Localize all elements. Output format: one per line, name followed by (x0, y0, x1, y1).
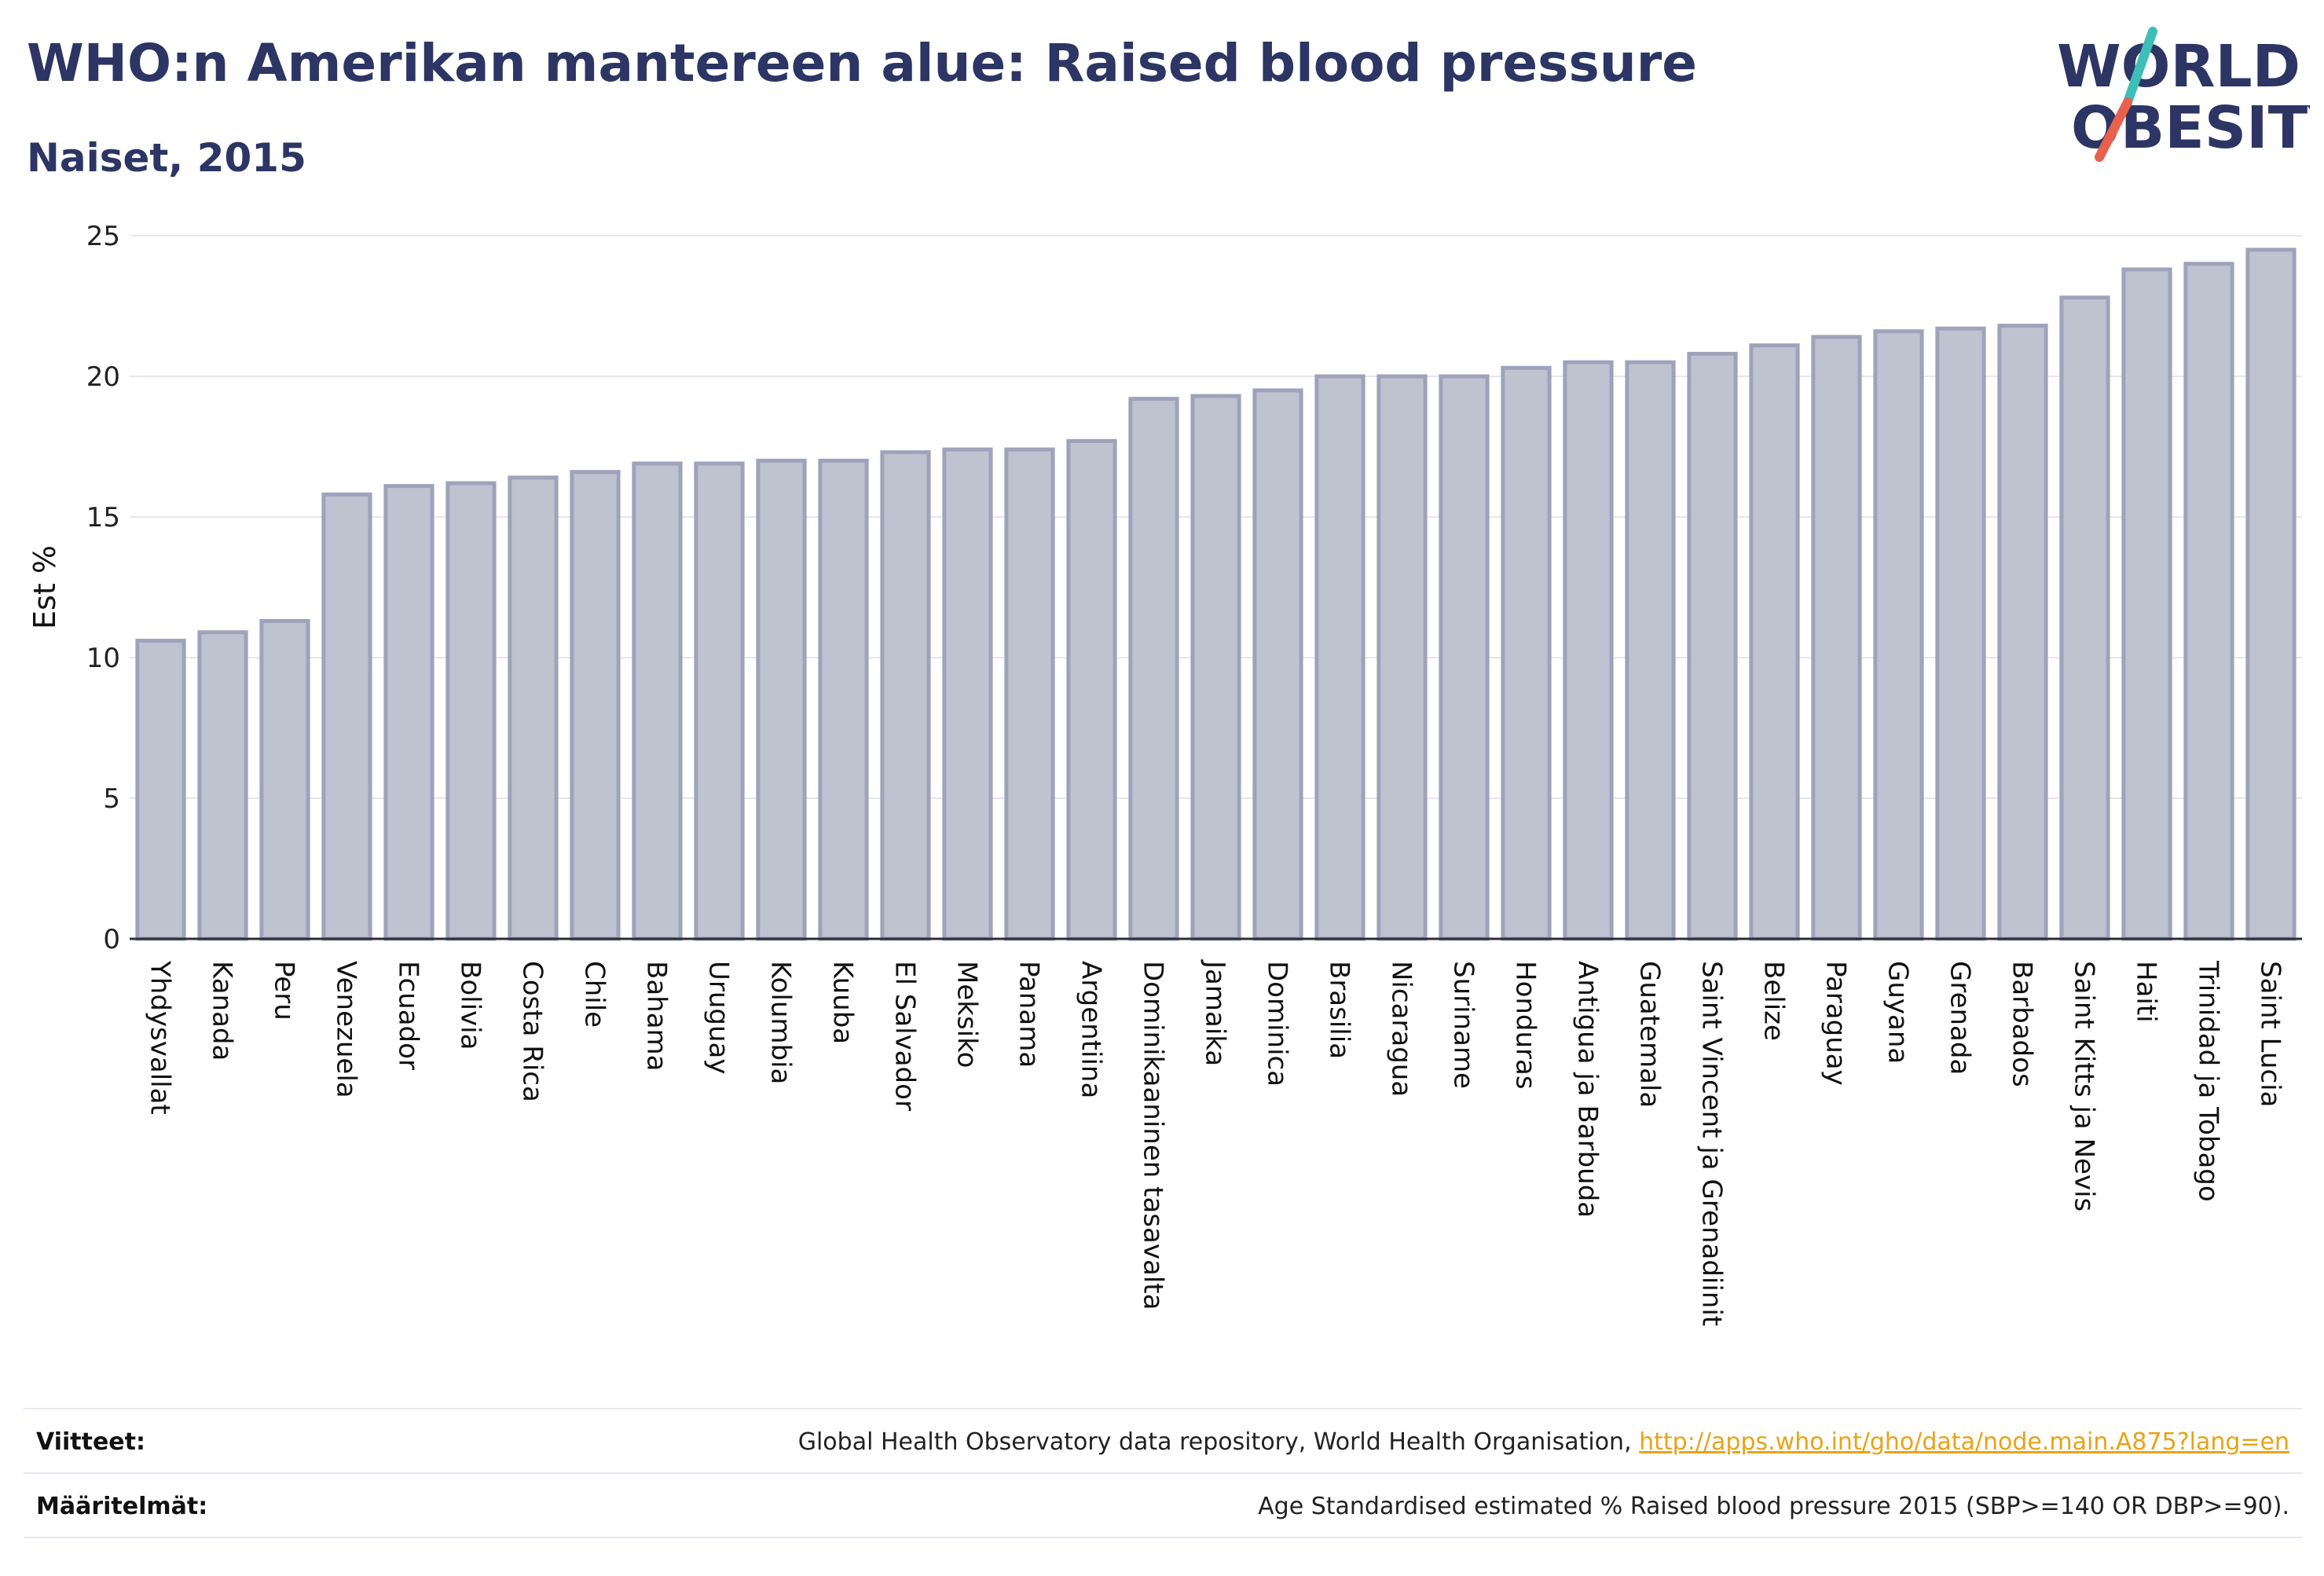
bar[interactable] (632, 461, 683, 941)
y-tick-label: 15 (86, 502, 120, 533)
x-tick-label: Kolumbia (765, 961, 797, 1084)
x-tick-label: Brasilia (1324, 961, 1355, 1059)
bar[interactable] (2183, 262, 2234, 941)
bar[interactable] (1066, 438, 1117, 941)
x-tick-label: Costa Rica (517, 961, 548, 1102)
bar[interactable] (1749, 343, 1800, 941)
logo-text-world: WORLD (2057, 33, 2300, 101)
x-tick-label: Grenada (1945, 961, 1976, 1075)
y-tick-label: 0 (103, 924, 120, 955)
bar[interactable] (259, 618, 310, 941)
x-tick-label: Guatemala (1634, 961, 1666, 1108)
bar[interactable] (321, 492, 372, 941)
bar[interactable] (1935, 326, 1986, 941)
x-tick-label: El Salvador (889, 961, 921, 1111)
x-tick-label: Jamaika (1200, 959, 1231, 1066)
bar[interactable] (2059, 295, 2110, 941)
bar[interactable] (694, 461, 745, 941)
chart-subtitle: Naiset, 2015 (27, 135, 306, 181)
x-tick-label: Venezuela (331, 961, 362, 1098)
logo-slash-top (2123, 27, 2157, 107)
bar[interactable] (135, 639, 186, 941)
x-tick-label: Kuuba (827, 961, 859, 1044)
bar[interactable] (942, 447, 993, 941)
x-tick-label: Yhdysvallat (145, 960, 176, 1115)
x-tick-label: Uruguay (703, 961, 735, 1075)
bar[interactable] (1190, 394, 1241, 941)
x-tick-label: Dominica (1262, 961, 1293, 1087)
references-value: Global Health Observatory data repositor… (798, 1428, 2289, 1456)
chart-title: WHO:n Amerikan mantereen alue: Raised bl… (27, 33, 1698, 93)
x-tick-label: Guyana (1882, 961, 1914, 1064)
x-tick-label: Peru (269, 961, 300, 1021)
bar-chart: 0 5 10 15 20 25 Yhdysvallat Kanada Peru Venezuel… (27, 221, 2302, 1326)
bar[interactable] (2121, 267, 2172, 941)
bar[interactable] (1128, 397, 1179, 941)
bar[interactable] (1439, 374, 1490, 941)
x-tick-label: Bolivia (455, 961, 486, 1050)
x-tick-label: Ecuador (393, 961, 424, 1070)
bar[interactable] (1004, 447, 1055, 941)
bar[interactable] (1873, 329, 1924, 941)
x-tick-label: Bahama (641, 961, 673, 1072)
bar[interactable] (1252, 388, 1303, 941)
y-axis-title: Est % (27, 545, 62, 629)
y-tick-label: 25 (86, 221, 120, 252)
bar[interactable] (818, 458, 869, 941)
definitions-value: Age Standardised estimated % Raised bloo… (1258, 1493, 2289, 1520)
definitions-label: Määritelmät: (36, 1493, 208, 1520)
bar[interactable] (880, 450, 931, 941)
x-tick-label: Honduras (1510, 961, 1541, 1090)
x-tick-label: Panama (1014, 961, 1045, 1068)
bar[interactable] (197, 630, 248, 941)
x-tick-label: Nicaragua (1386, 961, 1417, 1097)
bar[interactable] (1997, 324, 2048, 941)
x-tick-label: Argentiina (1076, 961, 1107, 1098)
bar[interactable] (570, 470, 621, 941)
bar[interactable] (1625, 360, 1676, 941)
references-text: Global Health Observatory data repositor… (797, 1428, 1640, 1456)
x-axis-labels: Yhdysvallat Kanada Peru Venezuela Ecuador Bol… (145, 959, 2286, 1326)
y-tick-label: 20 (86, 361, 120, 393)
y-tick-label: 5 (103, 783, 120, 815)
x-tick-label: Meksiko (951, 961, 983, 1068)
bar[interactable] (508, 475, 559, 941)
x-tick-label: Paraguay (1820, 961, 1852, 1086)
references-row: Viitteet: Global Health Observatory data… (24, 1408, 2302, 1472)
x-tick-label: Belize (1758, 961, 1790, 1041)
bar[interactable] (383, 484, 434, 941)
bar[interactable] (1314, 374, 1365, 941)
x-tick-label: Kanada (207, 961, 238, 1061)
bar[interactable] (2245, 247, 2297, 941)
y-tick-label: 10 (86, 643, 120, 674)
bar[interactable] (1501, 365, 1552, 941)
references-link[interactable]: http://apps.who.int/gho/data/node.main.A… (1639, 1428, 2289, 1456)
x-tick-label: Barbados (2007, 961, 2038, 1087)
x-tick-label: Saint Vincent ja Grenadiinit (1696, 961, 1728, 1326)
bar[interactable] (445, 481, 497, 941)
world-obesity-logo: WORLD OBESITY (2057, 27, 2310, 162)
references-label: Viitteet: (36, 1428, 145, 1456)
y-axis-ticks: 0 5 10 15 20 25 (86, 221, 120, 955)
x-tick-label: Haiti (2131, 961, 2162, 1023)
bars (135, 247, 2297, 941)
bar[interactable] (1376, 374, 1428, 941)
x-tick-label: Saint Lucia (2255, 961, 2286, 1107)
bar[interactable] (756, 458, 807, 941)
bar[interactable] (1811, 335, 1862, 941)
bar[interactable] (1563, 360, 1614, 941)
x-tick-label: Saint Kitts ja Nevis (2069, 961, 2100, 1211)
x-tick-label: Antigua ja Barbuda (1572, 961, 1604, 1218)
logo-slash-bottom (2095, 97, 2132, 162)
x-tick-label: Suriname (1448, 961, 1479, 1089)
definitions-row: Määritelmät: Age Standardised estimated … (24, 1472, 2302, 1538)
x-tick-label: Dominikaaninen tasavalta (1138, 961, 1169, 1310)
bar[interactable] (1687, 351, 1738, 941)
x-tick-label: Trinidad ja Tobago (2193, 960, 2224, 1202)
x-tick-label: Chile (579, 961, 610, 1028)
